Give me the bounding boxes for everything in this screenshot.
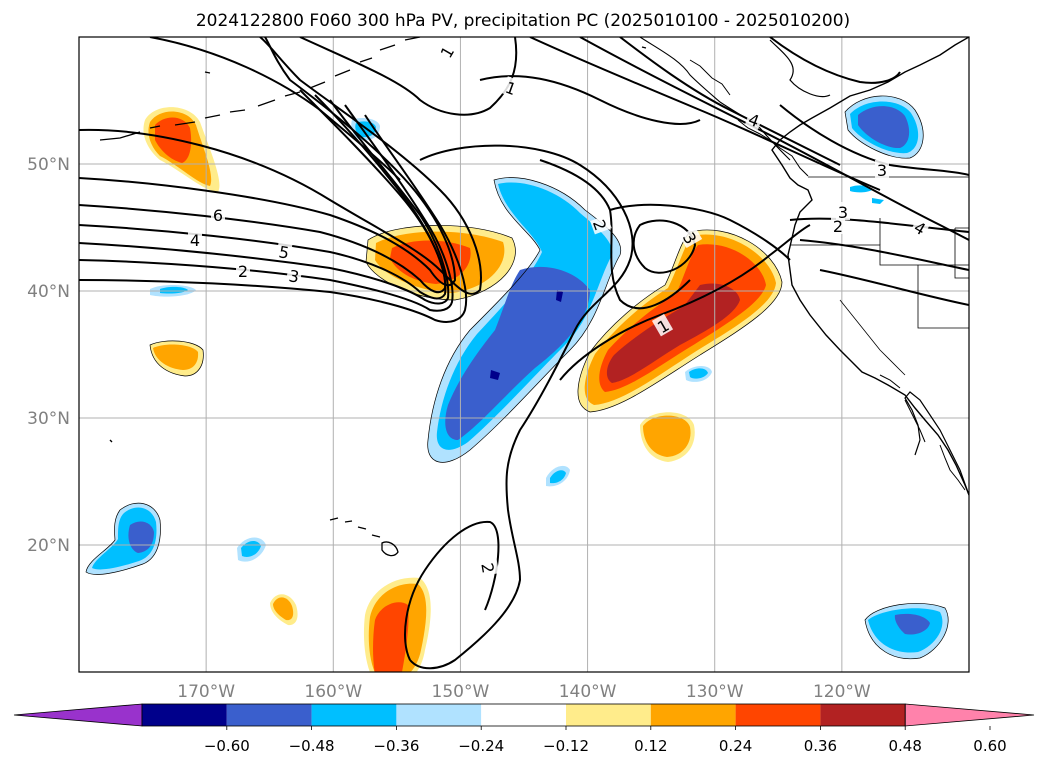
pv-contour-label: 2 xyxy=(477,559,500,577)
pv-contours xyxy=(79,37,969,670)
colorbar-tick-label: 0.36 xyxy=(804,737,837,755)
colorbar-tick-label: 0.60 xyxy=(973,737,1006,755)
colorbar: −0.60 −0.48 −0.36 −0.24 −0.12 0.12 0.24 0.36 0.4… xyxy=(13,703,1035,755)
latitude-tick-labels: 20°N 30°N 40°N 50°N xyxy=(27,155,70,556)
colorbar-extend-low xyxy=(13,703,143,727)
coastlines xyxy=(85,37,969,660)
colorbar-tick-label: 0.24 xyxy=(719,737,752,755)
pv-contour-label-text: 2 xyxy=(238,262,248,281)
colorbar-segment xyxy=(820,704,906,726)
lat-tick-label: 30°N xyxy=(27,409,70,429)
lon-tick-label: 120°W xyxy=(813,682,871,702)
gridlines xyxy=(79,37,969,672)
lon-tick-label: 130°W xyxy=(686,682,744,702)
colorbar-segment xyxy=(481,704,566,726)
pv-contour-label: 3 xyxy=(875,160,889,180)
lon-tick-label: 160°W xyxy=(304,682,362,702)
colorbar-tick-label: −0.36 xyxy=(373,737,419,755)
colorbar-segment xyxy=(311,704,397,726)
longitude-tick-labels: 170°W 160°W 150°W 140°W 130°W 120°W xyxy=(177,682,871,702)
pv-contour-label-text: 2 xyxy=(833,217,843,236)
colorbar-tick-label: 0.12 xyxy=(634,737,667,755)
pv-contour-label: 4 xyxy=(188,230,202,250)
colorbar-segment xyxy=(566,704,651,726)
colorbar-tick-label: −0.24 xyxy=(458,737,504,755)
colorbar-tick-label: 0.48 xyxy=(888,737,921,755)
pv-contour-label: 6 xyxy=(211,205,225,225)
pv-contour-label: 1 xyxy=(501,76,521,99)
pv-contour-label: 2 xyxy=(589,215,612,235)
pv-contour-label: 5 xyxy=(275,240,293,263)
pv-contour-label-text: 3 xyxy=(838,203,848,222)
pv-contour-label-text: 3 xyxy=(877,161,887,180)
colorbar-tick-label: −0.12 xyxy=(543,737,589,755)
pv-contour-label: 2 xyxy=(831,216,845,236)
colorbar-segment xyxy=(735,704,821,726)
lat-tick-label: 20°N xyxy=(27,536,70,556)
chart-title: 2024122800 F060 300 hPa PV, precipitatio… xyxy=(196,11,850,31)
pv-contour-label: 4 xyxy=(744,108,764,131)
lon-tick-label: 170°W xyxy=(177,682,235,702)
colorbar-segment xyxy=(650,704,736,726)
colorbar-extend-high xyxy=(904,703,1035,727)
colorbar-tick-label: −0.48 xyxy=(289,737,335,755)
lon-tick-label: 150°W xyxy=(432,682,490,702)
pv-contour-label-text: 3 xyxy=(287,266,300,286)
colorbar-tick-label: −0.60 xyxy=(204,737,250,755)
coastline-north-america xyxy=(771,37,969,496)
pv-contour-label: 4 xyxy=(909,215,932,239)
pv-contour-label: 3 xyxy=(679,226,703,249)
pv-contour-label-text: 4 xyxy=(190,231,200,250)
lat-tick-label: 40°N xyxy=(27,282,70,302)
lat-tick-label: 50°N xyxy=(27,155,70,175)
lon-tick-label: 140°W xyxy=(559,682,617,702)
pv-contour-label: 2 xyxy=(236,261,250,281)
colorbar-segment xyxy=(226,704,312,726)
pv-contour-label: 3 xyxy=(285,264,303,287)
pv-contour-label-text: 6 xyxy=(213,206,223,225)
pv-contour-label-text: 2 xyxy=(477,561,497,574)
pv-contour-label-text: 5 xyxy=(277,242,290,262)
pv-contour-label: 3 xyxy=(836,202,850,222)
pv-contour-label: 1 xyxy=(651,313,674,337)
colorbar-segment xyxy=(396,704,482,726)
colorbar-segment xyxy=(142,704,227,726)
map-frame xyxy=(78,36,970,673)
pv-contour-label: 1 xyxy=(434,40,458,63)
